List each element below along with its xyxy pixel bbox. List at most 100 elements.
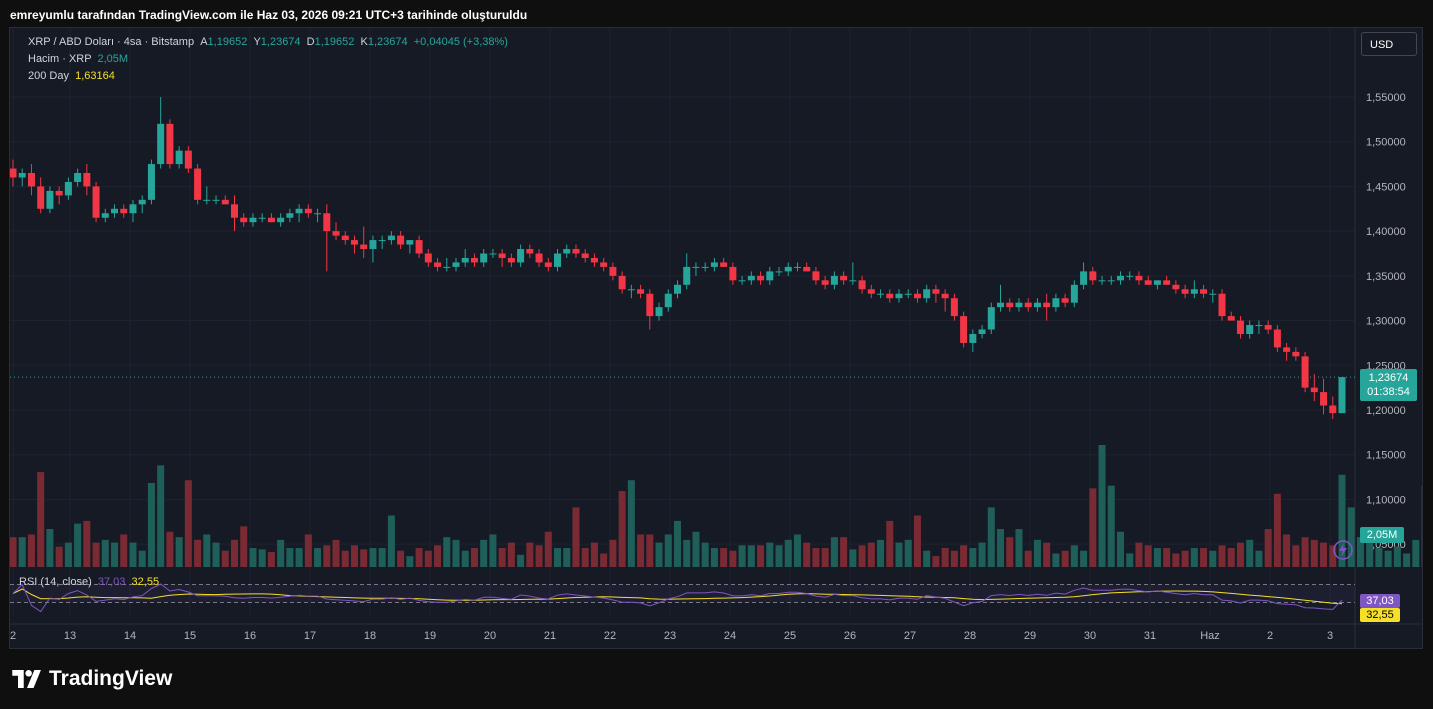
volume-bar bbox=[1320, 542, 1328, 567]
ma-legend: 200 Day 1,63164 bbox=[28, 70, 115, 82]
candle-body bbox=[498, 253, 506, 258]
volume-bar bbox=[1301, 537, 1309, 567]
candle-body bbox=[627, 289, 635, 291]
volume-bar bbox=[387, 515, 395, 567]
candle-body bbox=[637, 289, 645, 294]
volume-bar bbox=[83, 520, 91, 567]
volume-bar bbox=[37, 472, 45, 567]
volume-bar bbox=[913, 515, 921, 567]
candle-body bbox=[1061, 298, 1069, 303]
candle-body bbox=[1089, 271, 1097, 281]
time-tick-label: 17 bbox=[304, 630, 316, 642]
candle-body bbox=[138, 199, 146, 205]
candle-body bbox=[203, 199, 211, 201]
candle-body bbox=[655, 307, 663, 317]
volume-bar bbox=[1024, 550, 1032, 567]
volume-bar bbox=[637, 534, 645, 567]
volume-bar bbox=[1172, 553, 1180, 567]
volume-bar bbox=[923, 550, 931, 567]
volume-bar bbox=[960, 545, 968, 567]
candle-body bbox=[858, 280, 866, 290]
volume-bar bbox=[895, 542, 903, 567]
volume-bar bbox=[1283, 534, 1291, 567]
candle-body bbox=[1172, 284, 1180, 290]
rsi-ma-legend-value: 32,55 bbox=[131, 576, 160, 588]
candle-body bbox=[646, 293, 654, 317]
volume-bar bbox=[997, 529, 1005, 567]
time-tick-label: 16 bbox=[244, 630, 256, 642]
volume-bar bbox=[692, 531, 700, 567]
volume-bar bbox=[1375, 548, 1383, 567]
close-value: 1,23674 bbox=[367, 36, 408, 48]
currency-button[interactable]: USD bbox=[1361, 32, 1417, 56]
volume-bar bbox=[1181, 550, 1189, 567]
flash-icon-bolt bbox=[1339, 543, 1347, 557]
volume-bar bbox=[461, 550, 469, 567]
price-tick-label: 1,20000 bbox=[1366, 405, 1406, 417]
candle-body bbox=[609, 266, 617, 276]
volume-bar bbox=[1015, 529, 1023, 567]
volume-bar bbox=[295, 548, 303, 567]
candle-body bbox=[194, 168, 202, 200]
candle-body bbox=[1107, 280, 1115, 282]
volume-bar bbox=[821, 548, 829, 567]
volume-bar bbox=[120, 534, 128, 567]
volume-bar bbox=[849, 549, 857, 567]
volume-bar bbox=[932, 556, 940, 567]
symbol-name[interactable]: XRP / ABD Doları · 4sa · Bitstamp bbox=[28, 36, 195, 48]
candle-body bbox=[1200, 289, 1208, 294]
volume-bar bbox=[1412, 539, 1420, 567]
price-chart[interactable]: 1,55000 1,50000 1,45000 1,40000 1,35000 1,300… bbox=[10, 28, 1422, 648]
candle-body bbox=[812, 271, 820, 281]
volume-bar bbox=[563, 548, 571, 567]
volume-bar bbox=[1403, 553, 1411, 567]
volume-bar bbox=[775, 545, 783, 567]
candle-body bbox=[590, 257, 598, 263]
candle-body bbox=[249, 217, 257, 223]
volume-bar bbox=[332, 539, 340, 567]
candle-body bbox=[258, 217, 266, 219]
volume-bar bbox=[323, 545, 331, 567]
volume-bar bbox=[452, 539, 460, 567]
tradingview-logo[interactable]: TradingView bbox=[12, 667, 172, 691]
volume-bar bbox=[10, 537, 17, 567]
volume-label[interactable]: Hacim · XRP bbox=[28, 53, 92, 65]
candle-body bbox=[1209, 293, 1217, 295]
candle-body bbox=[129, 204, 137, 214]
candle-body bbox=[212, 199, 220, 201]
volume-bar bbox=[526, 542, 534, 567]
rsi-label[interactable]: RSI (14, close) bbox=[19, 576, 92, 588]
price-tick-label: 1,35000 bbox=[1366, 271, 1406, 283]
time-tick-label: 14 bbox=[124, 630, 136, 642]
ma-label[interactable]: 200 Day bbox=[28, 70, 69, 82]
high-label: Y bbox=[253, 36, 261, 48]
candle-body bbox=[64, 181, 72, 196]
volume-bar bbox=[267, 552, 275, 567]
volume-bar bbox=[517, 554, 525, 567]
volume-bar bbox=[314, 548, 322, 567]
candle-body bbox=[1273, 329, 1281, 348]
volume-bar bbox=[1107, 485, 1115, 567]
time-tick-label: 27 bbox=[904, 630, 916, 642]
volume-bar bbox=[111, 542, 119, 567]
candle-body bbox=[332, 231, 340, 236]
volume-bar bbox=[609, 539, 617, 567]
candle-body bbox=[821, 280, 829, 285]
volume-bar bbox=[304, 534, 312, 567]
volume-bar bbox=[840, 537, 848, 567]
volume-bar bbox=[1338, 474, 1346, 567]
candle-body bbox=[184, 150, 192, 169]
candle-body bbox=[1015, 302, 1023, 308]
volume-bar bbox=[1209, 550, 1217, 567]
candle-body bbox=[397, 235, 405, 245]
volume-bar bbox=[1043, 542, 1051, 567]
candle-body bbox=[507, 257, 515, 263]
chart-frame[interactable]: 1,55000 1,50000 1,45000 1,40000 1,35000 1,300… bbox=[9, 27, 1423, 649]
time-tick-label: 23 bbox=[664, 630, 676, 642]
volume-bar bbox=[415, 548, 423, 567]
candle-body bbox=[120, 208, 128, 214]
volume-bar bbox=[1246, 539, 1254, 567]
volume-bar bbox=[166, 531, 174, 567]
candle-body bbox=[793, 266, 801, 268]
time-tick-label: 2 bbox=[10, 630, 16, 642]
